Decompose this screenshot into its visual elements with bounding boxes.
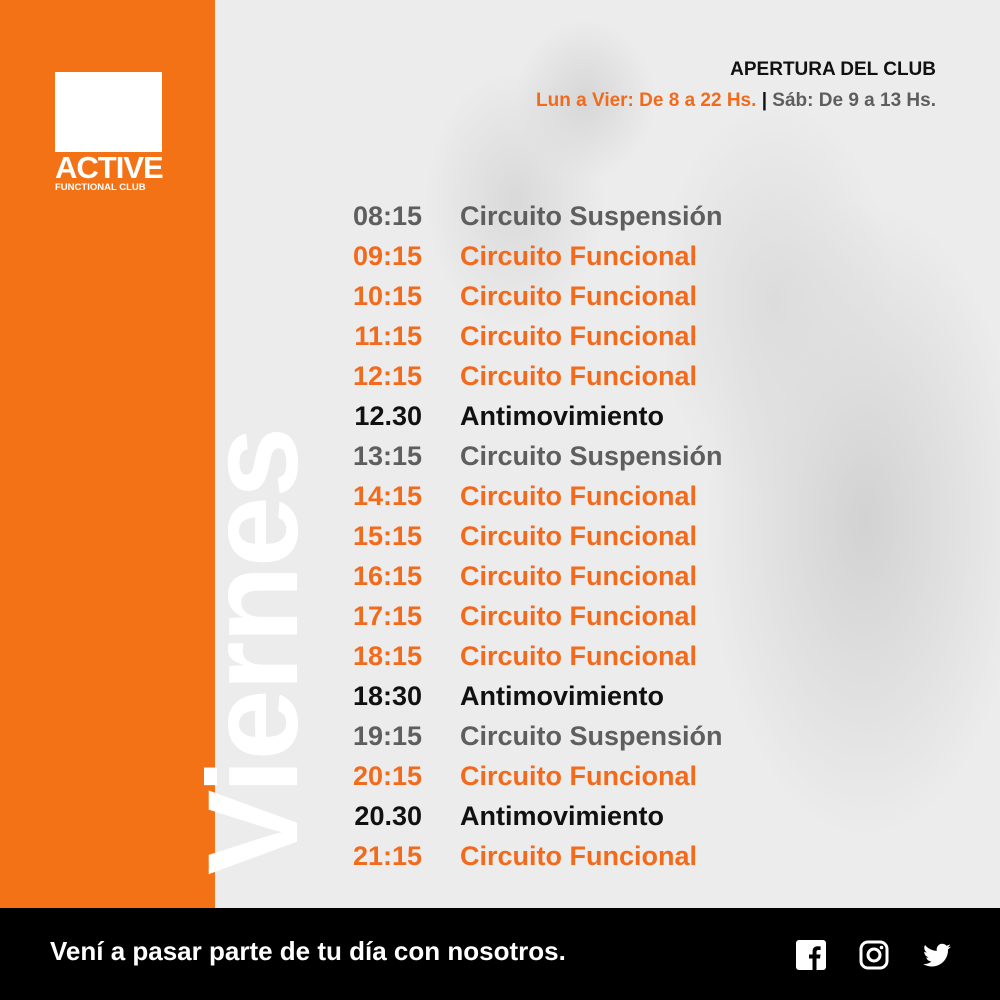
class-activity: Circuito Funcional (460, 840, 698, 871)
footer-message: Vení a pasar parte de tu día con nosotro… (50, 936, 566, 966)
class-activity: Circuito Funcional (460, 640, 698, 671)
class-time: 18:30 (352, 680, 422, 711)
class-time: 19:15 (352, 720, 422, 751)
class-activity: Circuito Funcional (460, 520, 698, 551)
schedule-row: 15:15 Circuito Funcional (300, 516, 723, 556)
class-time: 15:15 (352, 520, 422, 551)
schedule-row: 13:15 Circuito Suspensión (300, 436, 723, 476)
class-time: 09:15 (352, 240, 422, 271)
schedule-row: 18:15 Circuito Funcional (300, 636, 723, 676)
saturday-hours: Sáb: De 9 a 13 Hs. (772, 90, 936, 111)
class-activity: Circuito Suspensión (460, 440, 723, 471)
opening-hours: APERTURA DEL CLUB Lun a Vier: De 8 a 22 … (536, 59, 936, 111)
class-time: 16:15 (352, 560, 422, 591)
schedule-row: 19:15 Circuito Suspensión (300, 716, 723, 756)
class-time: 12:15 (352, 360, 422, 391)
class-activity: Circuito Funcional (460, 600, 698, 631)
schedule-row: 17:15 Circuito Funcional (300, 596, 723, 636)
class-activity: Circuito Funcional (460, 320, 698, 351)
class-activity: Circuito Suspensión (460, 720, 723, 751)
class-activity: Antimovimiento (460, 800, 665, 831)
background-photo (215, 0, 1000, 908)
schedule-row: 10:15 Circuito Funcional (300, 276, 723, 316)
instagram-icon[interactable] (859, 940, 889, 970)
class-activity: Circuito Suspensión (460, 200, 723, 231)
schedule-row: 18:30 Antimovimiento (300, 676, 723, 716)
schedule-row: 20.30 Antimovimiento (300, 796, 723, 836)
class-activity: Circuito Funcional (460, 560, 698, 591)
class-activity: Circuito Funcional (460, 480, 698, 511)
weekday-hours: Lun a Vier: De 8 a 22 Hs. (536, 90, 757, 111)
schedule-row: 09:15 Circuito Funcional (300, 236, 723, 276)
class-activity: Antimovimiento (460, 680, 665, 711)
class-time: 08:15 (352, 200, 422, 231)
class-time: 20:15 (352, 760, 422, 791)
schedule-list: 08:15 Circuito Suspensión 09:15 Circuito Fu… (300, 196, 723, 876)
class-time: 14:15 (352, 480, 422, 511)
logo: ACTIVE FUNCTIONAL CLUB (55, 72, 164, 193)
class-time: 20.30 (354, 800, 422, 831)
schedule-row: 21:15 Circuito Funcional (300, 836, 723, 876)
facebook-icon[interactable] (796, 940, 826, 970)
class-activity: Circuito Funcional (460, 240, 698, 271)
class-time: 13:15 (352, 440, 422, 471)
class-time: 21:15 (352, 840, 422, 871)
schedule-row: 08:15 Circuito Suspensión (300, 196, 723, 236)
schedule-row: 12.30 Antimovimiento (300, 396, 723, 436)
schedule-row: 12:15 Circuito Funcional (300, 356, 723, 396)
class-time: 11:15 (354, 320, 422, 351)
day-title: Viernes (182, 428, 325, 875)
footer: Vení a pasar parte de tu día con nosotro… (0, 908, 1000, 1000)
schedule-row: 14:15 Circuito Funcional (300, 476, 723, 516)
class-activity: Circuito Funcional (460, 760, 698, 791)
class-activity: Circuito Funcional (460, 280, 698, 311)
class-time: 18:15 (352, 640, 422, 671)
class-time: 10:15 (352, 280, 422, 311)
schedule-row: 11:15 Circuito Funcional (300, 316, 723, 356)
schedule-row: 16:15 Circuito Funcional (300, 556, 723, 596)
sidebar: ACTIVE FUNCTIONAL CLUB Viernes (0, 0, 325, 908)
opening-title: APERTURA DEL CLUB (730, 59, 936, 80)
class-time: 17:15 (352, 600, 422, 631)
class-activity: Antimovimiento (460, 400, 665, 431)
class-time: 12.30 (354, 400, 422, 431)
twitter-icon[interactable] (922, 940, 952, 970)
class-activity: Circuito Funcional (460, 360, 698, 391)
schedule-row: 20:15 Circuito Funcional (300, 756, 723, 796)
